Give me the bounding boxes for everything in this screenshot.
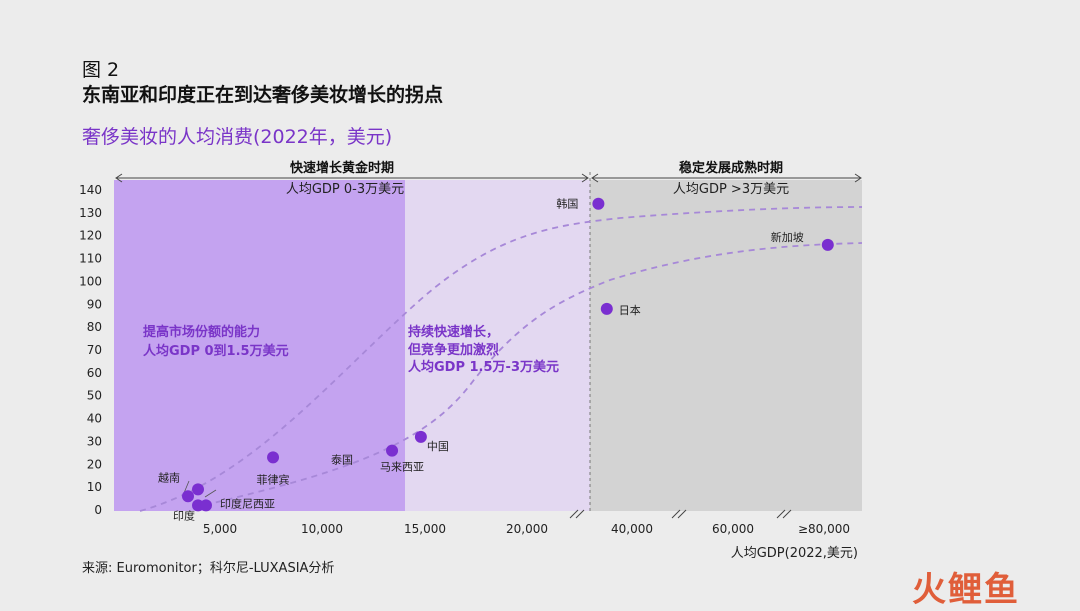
x-axis-label: 人均GDP(2022,美元) — [731, 546, 858, 561]
y-tick-label: 10 — [87, 480, 102, 494]
y-tick-label: 0 — [94, 503, 102, 517]
phase-region-mature — [590, 180, 862, 511]
data-point-label: 越南 — [158, 470, 180, 484]
axis-break-1 — [569, 509, 585, 519]
annotation-1-line-2: 人均GDP 0到1.5万美元 — [143, 343, 289, 359]
data-point-label: 马来西亚 — [380, 461, 424, 474]
annotation-2-line-1: 持续快速增长， — [408, 324, 499, 340]
data-point-label: 印度尼西亚 — [220, 496, 275, 510]
figure-label: 图 2 — [82, 59, 120, 81]
y-tick-label: 130 — [79, 206, 102, 220]
phase-arrow-mature-right-head — [854, 173, 862, 183]
data-point-label: 菲律宾 — [257, 472, 290, 486]
y-tick-label: 60 — [87, 366, 102, 380]
data-point — [414, 430, 427, 443]
phase-arrow-growth-right-head — [581, 173, 589, 183]
data-point — [192, 483, 204, 496]
leader-line-vietnam — [183, 480, 190, 494]
axis-break-3 — [776, 509, 792, 519]
axis-break-2 — [671, 509, 687, 519]
y-tick-label: 20 — [87, 457, 102, 471]
x-tick-label: ≥80,000 — [798, 522, 850, 536]
data-point — [182, 490, 194, 503]
y-tick-label: 100 — [79, 274, 102, 288]
figure-title: 东南亚和印度正在到达奢侈美妆增长的拐点 — [82, 84, 444, 106]
data-point — [386, 444, 399, 457]
annotation-1-line-1: 提高市场份额的能力 — [143, 324, 260, 340]
phase-arrow-mature-left-head — [591, 173, 599, 183]
y-tick-label: 80 — [87, 320, 102, 334]
y-tick-label: 70 — [87, 343, 102, 357]
y-tick-label: 140 — [79, 183, 102, 197]
x-tick-label: 5,000 — [203, 522, 237, 536]
source-note: 来源: Euromonitor；科尔尼-LUXASIA分析 — [82, 561, 335, 576]
phase-title-mature: 稳定发展成熟时期 — [679, 160, 783, 176]
s-curve-lower — [204, 242, 863, 506]
x-tick-label: 20,000 — [506, 522, 548, 536]
s-curve-upper — [139, 206, 863, 512]
y-tick-label: 40 — [87, 412, 102, 426]
phase-region-growth-early — [114, 180, 405, 511]
leader-line-indonesia — [204, 489, 217, 498]
data-point-label: 泰国 — [331, 452, 353, 466]
x-tick-label: 40,000 — [611, 522, 653, 536]
y-tick-label: 110 — [79, 252, 102, 266]
phase-subtitle-growth: 人均GDP 0-3万美元 — [286, 182, 404, 197]
data-point — [821, 238, 834, 251]
y-tick-label: 90 — [87, 297, 102, 311]
data-point — [600, 302, 613, 315]
data-point-label: 新加坡 — [771, 230, 804, 244]
x-tick-label: 60,000 — [712, 522, 754, 536]
x-tick-label: 10,000 — [301, 522, 343, 536]
data-point-label: 印度 — [173, 508, 195, 522]
y-tick-label: 120 — [79, 229, 102, 243]
data-point — [200, 499, 212, 512]
data-point-label: 日本 — [619, 303, 641, 317]
y-tick-label: 30 — [87, 434, 102, 448]
phase-title-growth: 快速增长黄金时期 — [290, 160, 394, 176]
data-point — [267, 451, 280, 464]
chart-subtitle: 奢侈美妆的人均消费(2022年，美元) — [82, 126, 393, 148]
data-point-label: 韩国 — [556, 197, 578, 211]
phase-region-growth-late — [405, 180, 590, 511]
annotation-2-line-3: 人均GDP 1.5万-3万美元 — [408, 359, 559, 375]
watermark-logo: 火鲤鱼 — [912, 570, 1020, 610]
y-tick-label: 50 — [87, 389, 102, 403]
data-point — [592, 197, 605, 210]
x-tick-label: 15,000 — [404, 522, 446, 536]
data-point-label: 中国 — [427, 440, 449, 453]
annotation-2-line-2: 但竞争更加激烈 — [407, 342, 499, 358]
phase-arrow-growth-left-head — [115, 173, 123, 183]
phase-subtitle-mature: 人均GDP >3万美元 — [673, 182, 789, 197]
